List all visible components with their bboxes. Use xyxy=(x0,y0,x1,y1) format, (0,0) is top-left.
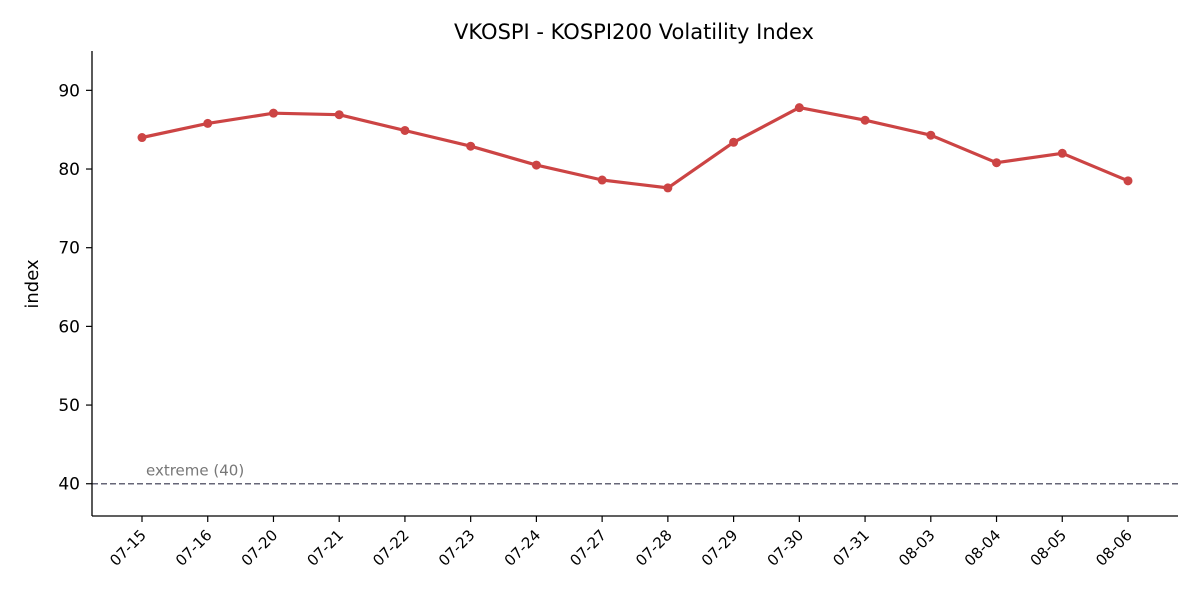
y-tick-label: 40 xyxy=(58,475,80,495)
reference-line-label: extreme (40) xyxy=(146,462,244,480)
y-tick-label: 60 xyxy=(58,317,80,337)
data-point xyxy=(137,133,147,143)
x-tick-label: 07-20 xyxy=(238,526,282,570)
chart-title: VKOSPI - KOSPI200 Volatility Index xyxy=(454,20,814,44)
x-tick-label: 07-15 xyxy=(106,526,150,570)
data-point xyxy=(992,158,1002,168)
series-line xyxy=(140,105,1130,190)
reference-layer: extreme (40) xyxy=(92,462,1178,485)
y-ticks: 40 50 60 70 80 90 xyxy=(58,81,92,495)
x-ticks: 07-15 07-16 07-20 07-21 07-22 07-23 07-24 07-27… xyxy=(106,516,1136,570)
x-tick-label: 08-05 xyxy=(1027,526,1071,570)
data-point xyxy=(794,103,804,113)
x-tick-label: 07-21 xyxy=(303,526,347,570)
y-tick-label: 90 xyxy=(58,81,80,101)
data-point xyxy=(334,110,344,120)
x-tick-label: 07-28 xyxy=(632,526,676,570)
x-tick-label: 07-27 xyxy=(566,526,610,570)
data-point xyxy=(400,125,410,135)
data-point xyxy=(926,130,936,140)
x-tick-label: 08-03 xyxy=(895,526,939,570)
x-tick-label: 08-04 xyxy=(961,526,1005,570)
data-point xyxy=(466,141,476,151)
data-point xyxy=(203,118,213,128)
y-axis-label: index xyxy=(22,259,43,309)
x-tick-label: 07-23 xyxy=(435,526,479,570)
data-point xyxy=(597,175,607,185)
y-tick-label: 70 xyxy=(58,239,80,259)
series-layer xyxy=(137,103,1133,193)
x-tick-label: 07-30 xyxy=(764,526,808,570)
x-tick-label: 07-31 xyxy=(829,526,873,570)
x-tick-label: 07-16 xyxy=(172,526,216,570)
y-tick-label: 80 xyxy=(58,160,80,180)
x-tick-label: 07-22 xyxy=(369,526,413,570)
data-point xyxy=(729,137,739,147)
y-tick-label: 50 xyxy=(58,396,80,416)
data-point xyxy=(531,160,541,170)
data-point xyxy=(1123,176,1133,186)
x-tick-label: 07-29 xyxy=(698,526,742,570)
data-point xyxy=(663,183,673,193)
axes-layer xyxy=(91,51,1178,517)
x-tick-label: 07-24 xyxy=(501,526,545,570)
data-point xyxy=(860,115,870,125)
x-tick-label: 08-06 xyxy=(1092,526,1136,570)
data-point xyxy=(1057,148,1067,158)
data-point xyxy=(268,108,278,118)
